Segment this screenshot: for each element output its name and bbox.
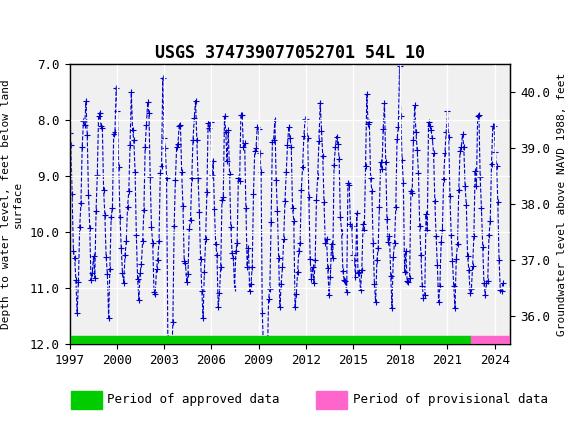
Text: Period of provisional data: Period of provisional data bbox=[353, 393, 548, 406]
Y-axis label: Depth to water level, feet below land
surface: Depth to water level, feet below land su… bbox=[1, 80, 23, 329]
Y-axis label: Groundwater level above NAVD 1988, feet: Groundwater level above NAVD 1988, feet bbox=[557, 73, 567, 336]
Bar bbox=[71, 391, 102, 408]
Title: USGS 374739077052701 54L 10: USGS 374739077052701 54L 10 bbox=[155, 43, 425, 61]
Bar bbox=[70, 335, 471, 344]
Bar bbox=[316, 391, 347, 408]
Text: Period of approved data: Period of approved data bbox=[107, 393, 280, 406]
Text: ⊠USGS: ⊠USGS bbox=[6, 16, 72, 36]
Bar bbox=[471, 335, 510, 344]
